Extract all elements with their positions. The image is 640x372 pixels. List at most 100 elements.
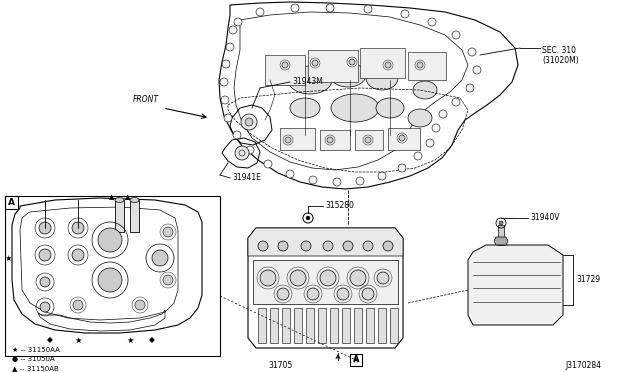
Circle shape (323, 241, 333, 251)
Bar (355, 130, 383, 150)
Circle shape (135, 300, 145, 310)
Text: ● -- 31050A: ● -- 31050A (12, 356, 55, 362)
Bar (282, 308, 290, 343)
Text: 31941E: 31941E (232, 173, 261, 183)
Bar (330, 308, 338, 343)
Circle shape (432, 124, 440, 132)
Text: SEC. 310
(31020M): SEC. 310 (31020M) (542, 46, 579, 65)
Circle shape (309, 176, 317, 184)
Circle shape (72, 222, 84, 234)
Circle shape (245, 118, 253, 126)
Circle shape (163, 227, 173, 237)
Circle shape (246, 146, 254, 154)
Circle shape (312, 60, 318, 66)
Bar (342, 308, 350, 343)
Circle shape (291, 4, 299, 12)
Circle shape (399, 135, 405, 141)
Circle shape (452, 31, 460, 39)
Circle shape (362, 288, 374, 300)
Circle shape (385, 62, 391, 68)
Circle shape (39, 249, 51, 261)
Circle shape (256, 8, 264, 16)
Circle shape (426, 139, 434, 147)
Circle shape (301, 241, 311, 251)
Circle shape (468, 48, 476, 56)
Circle shape (307, 288, 319, 300)
Circle shape (72, 249, 84, 261)
Bar (265, 55, 305, 85)
Ellipse shape (408, 109, 432, 127)
Circle shape (224, 114, 232, 122)
Bar (378, 308, 386, 343)
Circle shape (229, 26, 237, 34)
Circle shape (235, 146, 249, 160)
Ellipse shape (290, 98, 320, 118)
Circle shape (222, 60, 230, 68)
Text: FRONT: FRONT (133, 96, 159, 105)
Ellipse shape (413, 81, 437, 99)
Circle shape (343, 241, 353, 251)
Bar (366, 308, 374, 343)
Circle shape (39, 222, 51, 234)
Text: 315280: 315280 (325, 202, 354, 211)
Circle shape (282, 62, 288, 68)
Bar (318, 308, 326, 343)
Circle shape (285, 137, 291, 143)
Ellipse shape (331, 94, 379, 122)
Text: J3170284: J3170284 (565, 362, 601, 371)
Circle shape (439, 110, 447, 118)
Circle shape (234, 18, 242, 26)
Circle shape (98, 228, 122, 252)
Circle shape (356, 177, 364, 185)
Circle shape (417, 62, 423, 68)
Text: 31705: 31705 (268, 362, 292, 371)
Circle shape (73, 300, 83, 310)
Circle shape (452, 98, 460, 106)
Circle shape (40, 277, 50, 287)
Bar (258, 308, 266, 343)
Text: A: A (353, 356, 359, 365)
Text: ◆: ◆ (47, 336, 53, 344)
Circle shape (499, 221, 503, 225)
Text: ▲: ▲ (109, 194, 115, 200)
Bar (354, 308, 362, 343)
Circle shape (378, 172, 386, 180)
Circle shape (327, 137, 333, 143)
Circle shape (277, 288, 289, 300)
Text: ▲: ▲ (125, 194, 131, 200)
Bar (294, 308, 302, 343)
Circle shape (466, 84, 474, 92)
Text: 31940V: 31940V (530, 214, 559, 222)
Ellipse shape (366, 66, 398, 90)
Bar (390, 308, 398, 343)
Circle shape (363, 241, 373, 251)
Ellipse shape (330, 63, 366, 87)
Bar (5, 196, 18, 209)
Circle shape (365, 137, 371, 143)
Bar (280, 128, 315, 150)
Bar (270, 308, 278, 343)
Bar (130, 200, 139, 232)
Text: ★: ★ (126, 336, 134, 344)
Circle shape (278, 241, 288, 251)
Circle shape (260, 270, 276, 286)
Circle shape (152, 250, 168, 266)
Polygon shape (494, 237, 508, 245)
Circle shape (401, 10, 409, 18)
Text: ◆: ◆ (149, 336, 155, 344)
Circle shape (383, 241, 393, 251)
Text: ★: ★ (4, 253, 12, 263)
Circle shape (290, 270, 306, 286)
Text: ▲ -- 31150AB: ▲ -- 31150AB (12, 365, 59, 371)
Text: A: A (8, 198, 15, 207)
Text: 31943M: 31943M (292, 77, 323, 87)
Circle shape (258, 241, 268, 251)
Circle shape (349, 59, 355, 65)
Circle shape (326, 4, 334, 12)
Bar (360, 48, 405, 78)
Circle shape (40, 302, 50, 312)
Circle shape (428, 18, 436, 26)
Circle shape (398, 164, 406, 172)
Circle shape (264, 160, 272, 168)
Bar (5, 196, 220, 356)
